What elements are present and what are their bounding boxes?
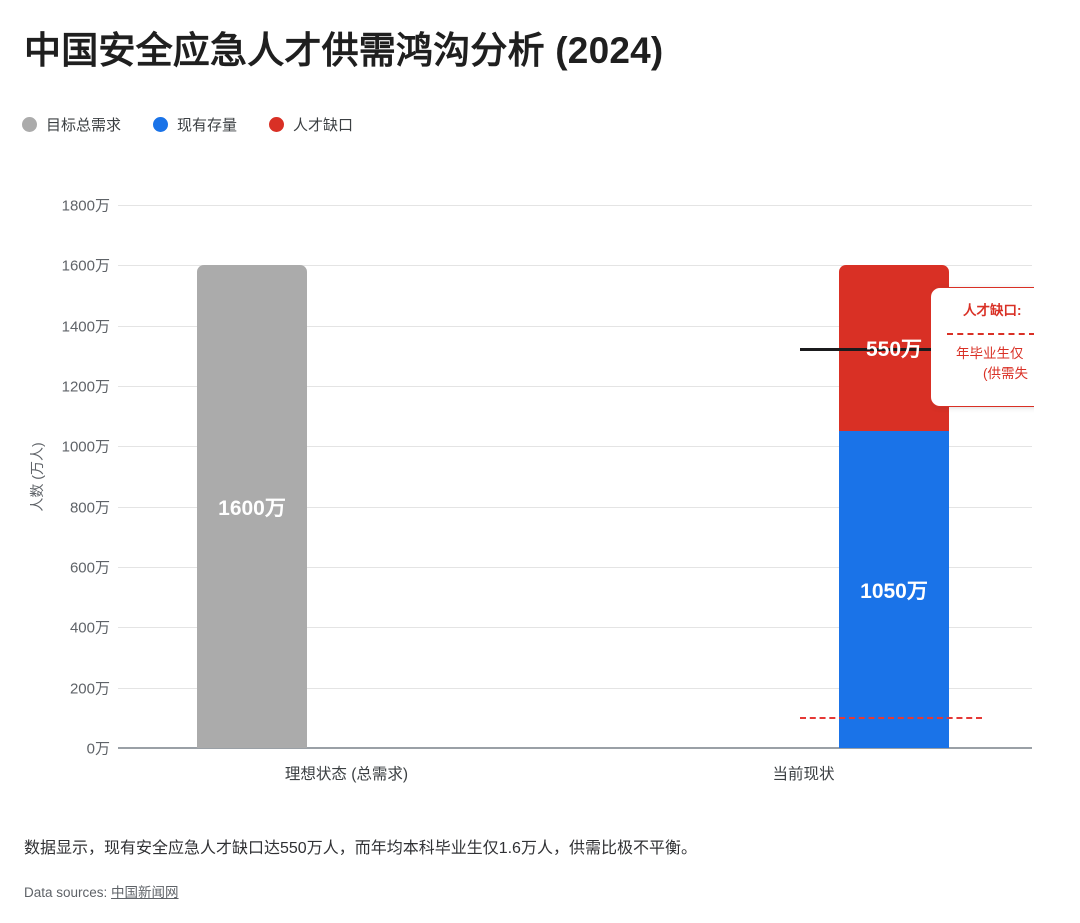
y-tick-label: 400万 [69, 619, 110, 637]
y-tick-label: 600万 [69, 559, 110, 577]
legend-dot-icon [22, 117, 37, 132]
legend-label: 现有存量 [177, 117, 238, 134]
gridline [118, 506, 1032, 508]
callout-dashed-separator [947, 333, 1034, 335]
callout-tooltip: 人才缺口: 年毕业生仅 (供需失 [930, 287, 1034, 407]
legend-label: 目标总需求 [46, 117, 122, 134]
legend: 目标总需求 现有存量 人才缺口 [22, 114, 353, 135]
y-tick-label: 1400万 [61, 318, 110, 336]
page-title: 中国安全应急人才供需鸿沟分析 (2024) [24, 30, 664, 71]
y-tick-label: 1800万 [61, 197, 110, 215]
gridline [118, 567, 1032, 568]
reference-dashed-line [800, 716, 982, 719]
y-tick-label: 0万 [86, 740, 110, 758]
legend-dot-icon [269, 117, 285, 132]
y-axis-ticks: 0万 200万 400万 600万 800万 1000万 1200万 1400万 1600万 18… [0, 198, 110, 758]
legend-item-talent-gap[interactable]: 人才缺口 [269, 114, 353, 135]
x-axis-line [118, 747, 1032, 749]
x-tick-label: 当前现状 [772, 766, 835, 783]
legend-label: 人才缺口 [293, 117, 354, 134]
bar-segment-target-total-demand[interactable]: 1600万 [197, 265, 307, 748]
summary-note: 数据显示，现有安全应急人才缺口达550万人，而年均本科毕业生仅1.6万人，供需比… [24, 840, 697, 857]
source-link[interactable]: 中国新闻网 [111, 885, 179, 900]
bar-segment-existing-stock[interactable]: 1050万 [839, 431, 949, 748]
y-tick-label: 1200万 [61, 378, 110, 396]
gridline [118, 687, 1032, 689]
y-tick-label: 800万 [69, 499, 110, 517]
gridline [118, 627, 1032, 629]
y-tick-label: 200万 [69, 680, 110, 698]
gridline [118, 265, 1032, 267]
legend-dot-icon [153, 117, 169, 132]
bar-value-label: 550万 [865, 338, 923, 362]
gridline [118, 386, 1032, 387]
callout-line-3: (供需失 [983, 366, 1028, 381]
bar-value-label: 1600万 [218, 496, 286, 520]
x-tick-label: 理想状态 (总需求) [284, 766, 409, 783]
gridline [118, 446, 1032, 448]
gridline [118, 325, 1032, 327]
callout-line-1: 人才缺口: [963, 303, 1022, 318]
source-prefix: Data sources: [24, 885, 112, 900]
plot-area: 1600万 1050万 550万 [118, 205, 1032, 749]
y-tick-label: 1600万 [61, 257, 110, 275]
y-tick-label: 1000万 [61, 438, 110, 456]
bar-value-label: 1050万 [860, 579, 928, 603]
gridline [118, 205, 1032, 206]
source-row: Data sources: 中国新闻网 [24, 881, 179, 901]
legend-item-target-total-demand[interactable]: 目标总需求 [22, 114, 121, 135]
callout-leader-line [800, 348, 931, 351]
legend-item-existing-stock[interactable]: 现有存量 [153, 114, 237, 135]
callout-line-2: 年毕业生仅 [956, 346, 1024, 361]
x-axis-labels: 理想状态 (总需求) 当前现状 [0, 762, 1080, 784]
callout-clip: 人才缺口: 年毕业生仅 (供需失 [930, 278, 1034, 420]
